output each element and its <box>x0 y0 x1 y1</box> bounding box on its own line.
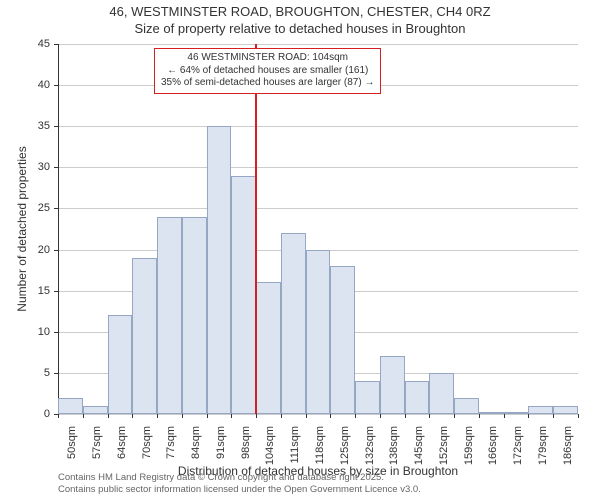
y-tick-label: 5 <box>20 367 50 379</box>
x-tick-label: 166sqm <box>487 426 499 476</box>
x-tick-label: 64sqm <box>116 426 128 476</box>
histogram-bar <box>330 266 355 414</box>
x-tick-label: 172sqm <box>512 426 524 476</box>
y-tick-label: 40 <box>20 79 50 91</box>
histogram-bar <box>405 381 430 414</box>
plot-region: 05101520253035404550sqm57sqm64sqm70sqm77… <box>58 44 578 414</box>
x-tick-mark <box>231 414 232 418</box>
histogram-bar <box>108 315 133 414</box>
x-tick-label: 186sqm <box>562 426 574 476</box>
chart-title: 46, WESTMINSTER ROAD, BROUGHTON, CHESTER… <box>0 0 600 38</box>
x-tick-mark <box>553 414 554 418</box>
callout-line-2: ← 64% of detached houses are smaller (16… <box>167 65 368 76</box>
y-tick-label: 10 <box>20 326 50 338</box>
histogram-bar <box>281 233 306 414</box>
x-tick-mark <box>281 414 282 418</box>
x-tick-mark <box>380 414 381 418</box>
callout-line-3: 35% of semi-detached houses are larger (… <box>161 77 374 88</box>
histogram-bar <box>528 406 553 414</box>
histogram-bar <box>182 217 207 414</box>
x-tick-label: 57sqm <box>91 426 103 476</box>
y-axis-label: Number of detached properties <box>15 146 29 311</box>
x-tick-mark <box>528 414 529 418</box>
gridline <box>58 208 578 209</box>
histogram-bar <box>256 282 281 414</box>
x-tick-label: 179sqm <box>537 426 549 476</box>
x-tick-mark <box>405 414 406 418</box>
x-tick-mark <box>454 414 455 418</box>
histogram-bar <box>355 381 380 414</box>
title-line-2: Size of property relative to detached ho… <box>135 21 466 36</box>
x-tick-label: 159sqm <box>463 426 475 476</box>
x-tick-mark <box>256 414 257 418</box>
marker-line <box>255 44 257 414</box>
title-line-1: 46, WESTMINSTER ROAD, BROUGHTON, CHESTER… <box>109 4 490 19</box>
x-tick-label: 77sqm <box>165 426 177 476</box>
x-tick-mark <box>108 414 109 418</box>
x-tick-mark <box>429 414 430 418</box>
x-tick-mark <box>306 414 307 418</box>
histogram-bar <box>454 398 479 414</box>
histogram-bar <box>504 412 529 414</box>
y-tick-label: 45 <box>20 38 50 50</box>
x-tick-mark <box>330 414 331 418</box>
histogram-bar <box>83 406 108 414</box>
x-tick-mark <box>578 414 579 418</box>
x-tick-label: 70sqm <box>141 426 153 476</box>
y-axis <box>58 44 59 414</box>
histogram-bar <box>231 176 256 414</box>
histogram-bar <box>157 217 182 414</box>
y-tick-label: 35 <box>20 120 50 132</box>
histogram-bar <box>479 412 504 414</box>
footer-attribution: Contains HM Land Registry data © Crown c… <box>58 472 421 496</box>
x-tick-mark <box>504 414 505 418</box>
x-tick-mark <box>479 414 480 418</box>
histogram-bar <box>380 356 405 414</box>
y-tick-label: 0 <box>20 408 50 420</box>
histogram-bar <box>207 126 232 414</box>
gridline <box>58 167 578 168</box>
x-tick-mark <box>182 414 183 418</box>
histogram-bar <box>429 373 454 414</box>
histogram-bar <box>306 250 331 414</box>
x-tick-mark <box>83 414 84 418</box>
chart-area: 05101520253035404550sqm57sqm64sqm70sqm77… <box>58 44 578 414</box>
callout-line-1: 46 WESTMINSTER ROAD: 104sqm <box>187 52 348 63</box>
x-tick-mark <box>58 414 59 418</box>
x-tick-mark <box>355 414 356 418</box>
callout-box: 46 WESTMINSTER ROAD: 104sqm ← 64% of deta… <box>154 48 381 94</box>
x-tick-label: 50sqm <box>66 426 78 476</box>
gridline <box>58 414 578 415</box>
x-tick-mark <box>207 414 208 418</box>
gridline <box>58 126 578 127</box>
footer-line-2: Contains public sector information licen… <box>58 484 421 495</box>
histogram-bar <box>58 398 83 414</box>
x-tick-mark <box>157 414 158 418</box>
gridline <box>58 44 578 45</box>
x-tick-mark <box>132 414 133 418</box>
footer-line-1: Contains HM Land Registry data © Crown c… <box>58 472 384 483</box>
histogram-bar <box>553 406 578 414</box>
histogram-bar <box>132 258 157 414</box>
